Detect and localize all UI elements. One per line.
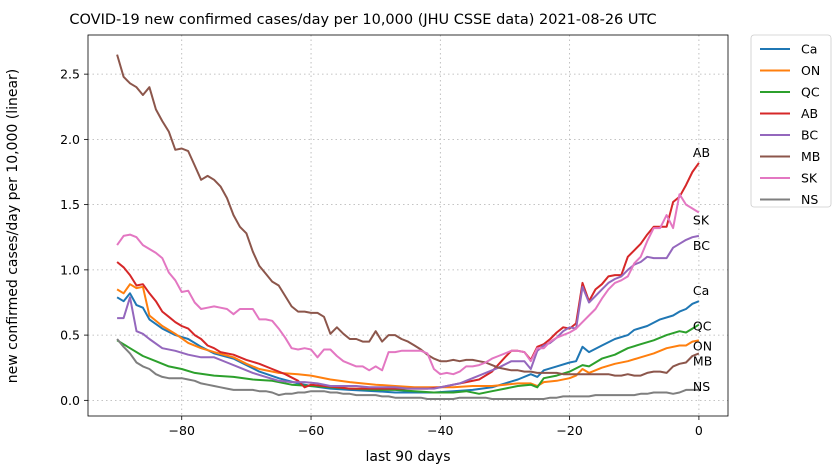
series-line-on — [116, 283, 700, 389]
x-tick-label: −60 — [298, 423, 324, 438]
y-tick-label: 2.0 — [60, 132, 80, 147]
x-axis: −80 −60 −40 −20 0 — [169, 416, 703, 438]
legend-label-sk: SK — [801, 171, 818, 186]
legend-label-qc: QC — [801, 85, 820, 100]
legend-label-mb: MB — [801, 149, 820, 164]
end-label-ab: AB — [693, 145, 710, 160]
y-tick-label: 1.0 — [60, 262, 80, 277]
series-line-ca — [116, 292, 700, 394]
series-line-ns — [116, 338, 699, 400]
legend-label-ca: Ca — [801, 42, 817, 57]
end-label-mb: MB — [693, 353, 712, 368]
legend-frame — [750, 34, 832, 208]
plot-group: Ca ON QC AB BC MB SK NS −80 −60 −40 −20 0 0.0 0.5 1.0 1.… — [60, 34, 729, 438]
y-tick-label: 0.0 — [60, 393, 80, 408]
series-lines — [116, 54, 700, 400]
x-tick-label: −80 — [169, 423, 195, 438]
x-tick-label: −20 — [556, 423, 582, 438]
legend-label-ns: NS — [801, 192, 818, 207]
end-label-ns: NS — [693, 379, 710, 394]
legend-label-on: ON — [801, 63, 820, 78]
legend: Ca ON QC AB BC MB SK NS — [750, 34, 832, 208]
legend-label-ab: AB — [801, 106, 818, 121]
end-label-qc: QC — [693, 319, 712, 334]
y-tick-label: 0.5 — [60, 328, 80, 343]
x-axis-label: last 90 days — [365, 449, 450, 465]
series-line-qc — [116, 323, 700, 395]
x-tick-label: 0 — [695, 423, 703, 438]
grid-lines — [88, 35, 728, 416]
end-label-on: ON — [693, 338, 712, 353]
end-labels: Ca ON QC AB BC MB SK NS — [693, 145, 712, 394]
end-label-sk: SK — [693, 212, 710, 227]
y-axis: 0.0 0.5 1.0 1.5 2.0 2.5 — [60, 67, 88, 408]
legend-label-bc: BC — [801, 128, 818, 143]
y-tick-label: 1.5 — [60, 197, 80, 212]
y-axis-label: new confirmed cases/day per 10,000 (line… — [5, 69, 21, 384]
end-label-bc: BC — [693, 238, 710, 253]
end-label-ca: Ca — [693, 283, 709, 298]
plot-area-frame — [87, 34, 729, 417]
x-tick-label: −40 — [427, 423, 453, 438]
series-line-sk — [116, 193, 700, 376]
y-tick-label: 2.5 — [60, 67, 80, 82]
chart-title: COVID-19 new confirmed cases/day per 10,… — [69, 12, 656, 28]
series-line-mb — [116, 54, 700, 377]
